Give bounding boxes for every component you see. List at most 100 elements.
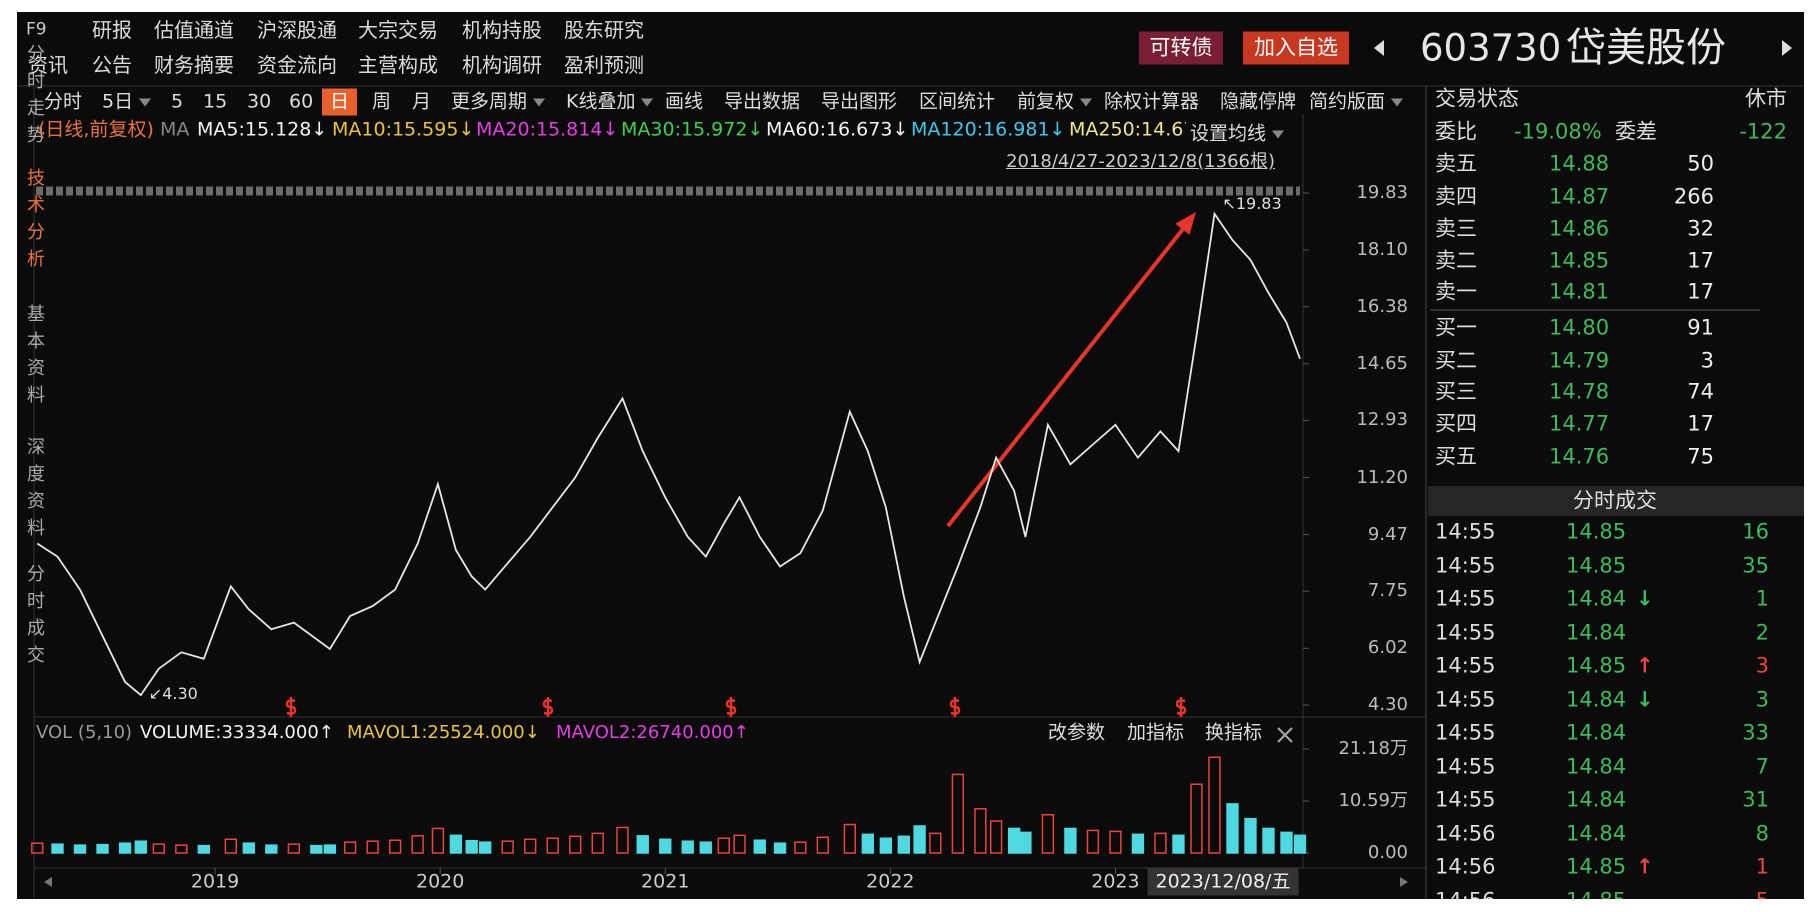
dividend-marker — [725, 697, 737, 717]
trade-time: 14:55 — [1435, 687, 1496, 711]
toolbar-item[interactable]: 隐藏停牌 — [1220, 90, 1297, 113]
ma-readout: MA5:15.128↓ — [197, 118, 328, 141]
volume-bar — [265, 844, 278, 854]
volume-bar — [310, 844, 323, 854]
trade-price: 14.85 — [1566, 653, 1627, 678]
volume-bar — [591, 832, 604, 854]
action-button[interactable]: 加入自选 — [1243, 31, 1349, 65]
menu-item[interactable]: 股东研究 — [564, 18, 644, 42]
toolbar-item[interactable]: 15 — [203, 90, 228, 113]
toolbar-item[interactable]: 更多周期 — [451, 92, 545, 112]
trade-arrow: ↑ — [1636, 854, 1654, 879]
toolbar-item[interactable]: 区间统计 — [919, 90, 996, 113]
indicator-action[interactable]: 改参数 — [1048, 721, 1106, 744]
book-price: 14.78 — [1549, 379, 1610, 404]
trade-volume: 7 — [1755, 754, 1769, 778]
stock-code: 603730 — [1420, 26, 1562, 70]
indicator-action[interactable]: 加指标 — [1127, 721, 1185, 744]
toolbar-item[interactable]: 导出数据 — [724, 90, 801, 113]
price-annotation: ↙4.30 — [149, 684, 198, 703]
book-price: 14.88 — [1549, 151, 1610, 176]
volume-bar — [524, 838, 537, 854]
toolbar-item[interactable]: 前复权 — [1017, 92, 1092, 112]
sidebar-tab[interactable]: 技术分析 — [24, 168, 45, 276]
action-button[interactable]: 可转债 — [1139, 31, 1223, 65]
chart-mode: (日线,前复权) — [38, 118, 154, 141]
toolbar-item[interactable]: 分时 — [44, 90, 83, 113]
toolbar-item[interactable]: 月 — [412, 90, 432, 113]
toolbar-item[interactable]: 导出图形 — [821, 90, 898, 113]
volume-bar — [323, 844, 337, 854]
toolbar-item[interactable]: 简约版面 — [1309, 92, 1403, 112]
toolbar-item[interactable]: 30 — [247, 90, 272, 113]
indicator-action[interactable]: 换指标 — [1205, 721, 1263, 744]
sidebar-tab[interactable]: 分时成交 — [24, 564, 45, 672]
toolbar-item[interactable]: 5日 — [102, 92, 151, 112]
menu-item[interactable]: 大宗交易 — [358, 18, 438, 42]
volume-bar — [478, 841, 492, 854]
book-price: 14.80 — [1549, 315, 1610, 340]
volume-bar — [287, 843, 301, 854]
ma-settings[interactable]: 设置均线 — [1186, 120, 1295, 148]
volume-bar — [224, 838, 238, 854]
book-volume: 74 — [1687, 379, 1714, 404]
prev-arrow[interactable] — [1374, 40, 1384, 56]
volume-bar — [794, 841, 807, 854]
toolbar-item[interactable]: 除权计算器 — [1104, 90, 1200, 113]
y-tick-label: 11.20 — [1356, 466, 1408, 488]
volume-bar — [242, 842, 256, 854]
menu-item[interactable]: 盈利预测 — [564, 53, 644, 77]
y-tick-label: 12.93 — [1356, 409, 1408, 431]
trade-volume: 8 — [1755, 821, 1769, 845]
sidebar-tab[interactable]: 基本资料 — [24, 304, 45, 412]
volume-bar — [659, 838, 672, 854]
book-price: 14.81 — [1549, 279, 1610, 304]
ma-readout: MA60:16.673↓ — [766, 118, 909, 141]
menu-item[interactable]: 资金流向 — [257, 53, 337, 77]
menu-item[interactable]: 公告 — [92, 53, 132, 77]
book-label: 买三 — [1435, 379, 1477, 404]
sidebar-tab[interactable]: 深度资料 — [24, 437, 45, 545]
toolbar-item[interactable]: 日 — [322, 88, 358, 116]
menu-item[interactable]: 主营构成 — [358, 53, 438, 77]
scroll-left[interactable] — [44, 877, 52, 887]
book-label: 买二 — [1435, 348, 1477, 373]
trade-price: 14.85 — [1566, 854, 1627, 879]
dividend-marker — [542, 697, 554, 717]
toolbar-item[interactable]: 5 — [171, 90, 184, 113]
book-label: 买四 — [1435, 411, 1477, 436]
toolbar-item[interactable]: 60 — [289, 90, 314, 113]
toolbar-item[interactable]: K线叠加 — [566, 92, 653, 112]
next-arrow[interactable] — [1782, 40, 1792, 56]
menu-item[interactable]: 研报 — [92, 18, 132, 42]
x-tick-label: 2019 — [190, 870, 240, 893]
toolbar-item[interactable]: 周 — [372, 90, 392, 113]
close-icon[interactable] — [1277, 727, 1293, 743]
ma-readout: MA20:15.814↓ — [476, 118, 619, 141]
volume-bar — [431, 827, 445, 854]
status-label: 交易状态 — [1435, 86, 1519, 111]
book-price: 14.86 — [1549, 216, 1610, 241]
date-range: 2018/4/27-2023/12/8(1366根) — [1006, 151, 1275, 172]
menu-item[interactable]: 机构调研 — [462, 53, 542, 77]
menu-item[interactable]: 财务摘要 — [154, 53, 234, 77]
trade-arrow: ↑ — [1636, 653, 1654, 678]
menu-item[interactable]: 估值通道 — [154, 18, 234, 42]
menu-item[interactable]: 沪深股通 — [257, 18, 337, 42]
trade-volume: 2 — [1755, 620, 1769, 644]
book-label: 卖一 — [1435, 279, 1477, 304]
volume-bar — [501, 840, 514, 854]
trade-volume: 33 — [1742, 720, 1769, 745]
trend-arrow — [946, 227, 1185, 528]
menu-item[interactable]: 资讯 — [28, 53, 68, 77]
trend-arrow-head — [1175, 212, 1196, 235]
toolbar-item[interactable]: 画线 — [665, 90, 704, 113]
menu-item[interactable]: 机构持股 — [462, 18, 542, 42]
sidebar-tab[interactable]: 分时走势 — [24, 44, 45, 152]
volume-bar — [1190, 783, 1203, 854]
indicator-name: VOL (5,10) — [36, 722, 133, 743]
book-volume: 91 — [1687, 315, 1714, 340]
book-volume: 17 — [1687, 411, 1714, 436]
scroll-right[interactable] — [1400, 877, 1408, 887]
book-price: 14.85 — [1549, 248, 1610, 273]
